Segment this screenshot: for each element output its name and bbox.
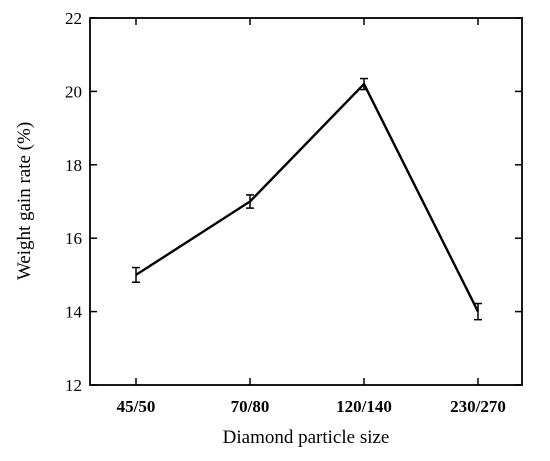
error-bars xyxy=(132,77,482,321)
error-bar xyxy=(474,302,482,321)
y-tick-label: 20 xyxy=(65,82,82,101)
x-tick-label: 45/50 xyxy=(117,397,156,416)
x-tick-label: 120/140 xyxy=(336,397,392,416)
x-axis: 45/50 70/80 120/140 230/270 xyxy=(117,18,506,416)
error-bar xyxy=(246,194,254,209)
y-axis: 12 14 16 18 20 22 xyxy=(65,9,522,395)
y-axis-title: Weight gain rate (%) xyxy=(14,122,35,280)
y-tick-label: 14 xyxy=(65,303,83,322)
y-tick-label: 12 xyxy=(65,376,82,395)
error-bar xyxy=(360,77,368,91)
x-tick-label: 230/270 xyxy=(450,397,506,416)
y-tick-label: 16 xyxy=(65,229,82,248)
y-tick-label: 18 xyxy=(65,156,82,175)
error-bar xyxy=(132,266,140,283)
series-line xyxy=(135,82,480,313)
y-tick-label: 22 xyxy=(65,9,82,28)
x-axis-title: Diamond particle size xyxy=(223,427,390,448)
x-tick-label: 70/80 xyxy=(231,397,270,416)
plot-frame xyxy=(89,17,523,386)
